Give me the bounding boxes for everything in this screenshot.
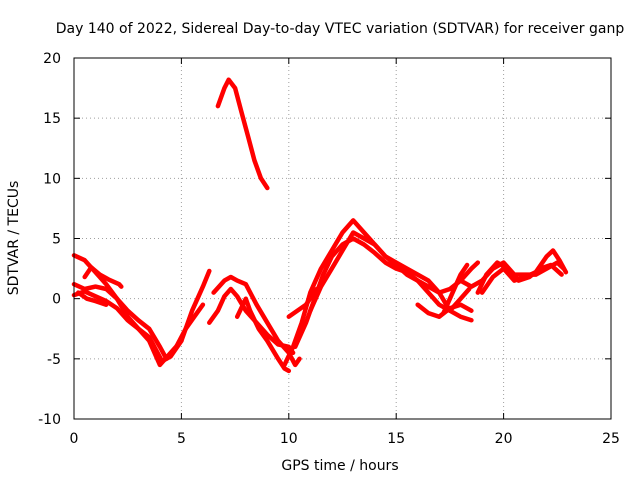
y-tick-label: -5 [47, 352, 61, 368]
tick-layer: 0 5 10 15 20 25 -10 -5 0 5 10 15 20 [38, 51, 620, 447]
y-tick-label: 20 [43, 51, 61, 67]
y-axis-label: SDTVAR / TECUs [6, 181, 22, 296]
x-axis-label: GPS time / hours [281, 458, 398, 474]
y-tick-label: -10 [38, 412, 61, 428]
y-tick-label: 0 [52, 292, 61, 308]
series-arc-2 [71, 281, 206, 362]
series-arc-13 [286, 286, 319, 319]
x-tick-label: 20 [495, 431, 513, 447]
series-arc-17 [479, 248, 569, 295]
x-tick-label: 0 [70, 431, 79, 447]
x-tick-label: 10 [280, 431, 298, 447]
y-tick-label: 15 [43, 111, 61, 127]
series-arc-7 [211, 274, 302, 368]
series-arc-3 [71, 289, 184, 364]
series-arc-11 [292, 236, 472, 350]
x-tick-label: 25 [602, 431, 620, 447]
x-tick-label: 15 [387, 431, 405, 447]
series-arc-8 [207, 286, 296, 356]
series-arc-9 [234, 296, 292, 374]
series-arc-5 [76, 290, 109, 307]
series-layer [71, 77, 569, 374]
series-arc-6 [215, 77, 270, 191]
chart-title: Day 140 of 2022, Sidereal Day-to-day VTE… [56, 21, 625, 37]
series-arc-15 [441, 262, 470, 316]
x-tick-label: 5 [177, 431, 186, 447]
grid-layer [74, 58, 611, 419]
y-tick-label: 10 [43, 171, 61, 187]
series-arc-4 [82, 265, 124, 289]
series-arc-18 [475, 260, 564, 295]
y-tick-label: 5 [52, 232, 61, 248]
